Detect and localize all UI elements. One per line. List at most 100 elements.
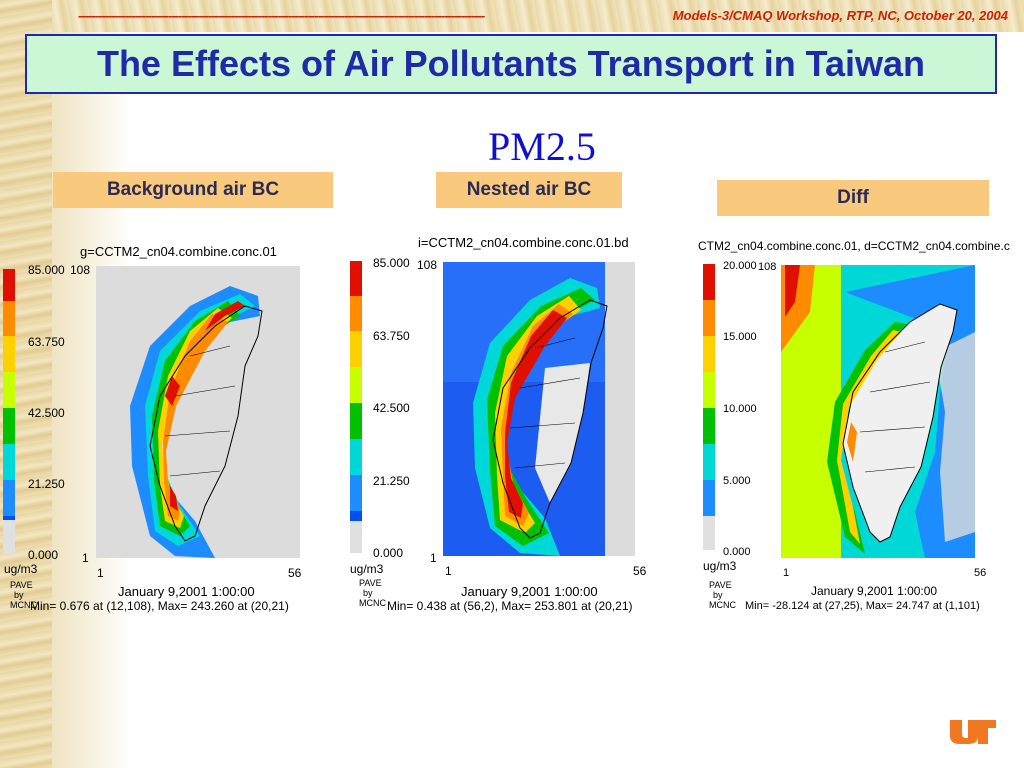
scale-tick: 63.750 bbox=[373, 329, 410, 343]
date-label: January 9,2001 1:00:00 bbox=[461, 584, 598, 599]
scale-cell bbox=[703, 372, 715, 408]
scale-cell bbox=[350, 261, 362, 296]
scale-cell bbox=[703, 480, 715, 516]
plume-layer bbox=[501, 304, 573, 526]
axis-top-label: 108 bbox=[758, 261, 776, 273]
color-scale bbox=[703, 264, 715, 550]
date-label: January 9,2001 1:00:00 bbox=[118, 584, 255, 599]
county-boundaries bbox=[859, 341, 931, 473]
scale-tick: 21.250 bbox=[373, 474, 410, 488]
minmax-label: Min= -28.124 at (27,25), Max= 24.747 at … bbox=[745, 600, 980, 612]
taiwan-outline bbox=[149, 305, 263, 542]
map-panel-svg: g=CCTM2_cn04.combine.conc.01 85.000 63.7… bbox=[3, 244, 302, 613]
scale-cell bbox=[3, 301, 15, 336]
pave-credit: by bbox=[713, 590, 723, 600]
pave-credit: PAVE bbox=[10, 580, 33, 590]
axis-bottom-label: 1 bbox=[82, 551, 89, 565]
taiwan-interior bbox=[535, 363, 590, 503]
pollution-plume bbox=[827, 322, 907, 554]
date-label: January 9,2001 1:00:00 bbox=[811, 584, 937, 598]
label-background-air-bc: Background air BC bbox=[53, 172, 333, 208]
pave-credit: MCNC bbox=[359, 598, 386, 608]
unit-label: ug/m3 bbox=[4, 562, 38, 576]
scale-tick: 15.000 bbox=[723, 331, 757, 343]
pave-credit: by bbox=[14, 590, 24, 600]
scale-cell bbox=[703, 264, 715, 300]
scale-tick: 20.000 bbox=[723, 260, 757, 272]
pollution-plume bbox=[130, 286, 260, 558]
scale-cell bbox=[703, 336, 715, 372]
map-background-band bbox=[935, 332, 975, 542]
scale-tick: 63.750 bbox=[28, 335, 65, 349]
scale-cell bbox=[703, 300, 715, 336]
map-panel-diff: CTM2_cn04.combine.conc.01, d=CCTM2_cn04.… bbox=[695, 232, 1024, 618]
map-background-band bbox=[605, 262, 635, 556]
file-label: CTM2_cn04.combine.conc.01, d=CCTM2_cn04.… bbox=[698, 239, 1010, 253]
minmax-label: Min= 0.438 at (56,2), Max= 253.801 at (2… bbox=[387, 599, 632, 613]
scale-tick: 42.500 bbox=[373, 401, 410, 415]
axis-left-label: 1 bbox=[783, 567, 789, 579]
scale-cell bbox=[3, 408, 15, 444]
label-nested-air-bc: Nested air BC bbox=[436, 172, 622, 208]
scale-cell bbox=[703, 408, 715, 444]
scale-tick: 10.000 bbox=[723, 403, 757, 415]
pave-credit: MCNC bbox=[10, 600, 37, 610]
scale-cell bbox=[703, 516, 715, 550]
axis-top-label: 108 bbox=[417, 258, 437, 272]
scale-cell bbox=[3, 520, 15, 554]
scale-cell bbox=[3, 269, 15, 301]
pave-credit: MCNC bbox=[709, 600, 736, 610]
workshop-header: ----------------------------------------… bbox=[78, 8, 1008, 22]
university-logo bbox=[950, 720, 996, 744]
file-label: i=CCTM2_cn04.combine.conc.01.bd bbox=[418, 235, 629, 250]
taiwan-outline bbox=[492, 299, 608, 539]
plume-layer bbox=[495, 296, 581, 533]
scale-cell bbox=[3, 480, 15, 516]
axis-left-label: 1 bbox=[445, 564, 452, 578]
title-box: The Effects of Air Pollutants Transport … bbox=[25, 34, 997, 94]
scale-cell bbox=[350, 403, 362, 439]
scale-cell bbox=[350, 367, 362, 403]
taiwan-fill bbox=[843, 304, 957, 542]
scale-cell bbox=[350, 296, 362, 331]
scale-cell bbox=[350, 521, 362, 553]
pave-credit: PAVE bbox=[709, 580, 732, 590]
scale-cell bbox=[350, 511, 362, 521]
decorative-topbar bbox=[52, 0, 1024, 32]
taiwan-outline bbox=[842, 303, 958, 543]
scale-tick: 42.500 bbox=[28, 406, 65, 420]
plume-layer bbox=[152, 301, 240, 536]
map-panel-svg: i=CCTM2_cn04.combine.conc.01.bd 85.000 6… bbox=[350, 235, 647, 613]
scale-tick: 85.000 bbox=[28, 263, 65, 277]
map-panel-nested: i=CCTM2_cn04.combine.conc.01.bd 85.000 6… bbox=[345, 228, 700, 618]
axis-bottom-label: 1 bbox=[430, 551, 437, 565]
unit-label: ug/m3 bbox=[350, 562, 384, 576]
county-boundaries bbox=[509, 337, 581, 469]
scale-cell bbox=[3, 444, 15, 480]
scale-cell bbox=[350, 475, 362, 511]
color-scale bbox=[3, 269, 15, 554]
color-scale bbox=[350, 261, 362, 553]
file-label: g=CCTM2_cn04.combine.conc.01 bbox=[80, 244, 277, 259]
scale-cell bbox=[703, 444, 715, 480]
plume-layer bbox=[163, 314, 228, 521]
axis-right-label: 56 bbox=[974, 567, 986, 579]
map-panel-background: g=CCTM2_cn04.combine.conc.01 85.000 63.7… bbox=[0, 236, 355, 616]
plume-layer bbox=[158, 308, 232, 528]
logo-t-shape bbox=[972, 720, 996, 744]
scale-cell bbox=[3, 336, 15, 372]
scale-tick: 0.000 bbox=[28, 548, 58, 562]
header-dash-rule: ----------------------------------------… bbox=[78, 8, 485, 22]
axis-right-label: 56 bbox=[633, 564, 647, 578]
scale-cell bbox=[350, 331, 362, 367]
axis-right-label: 56 bbox=[288, 566, 302, 580]
scale-tick: 5.000 bbox=[723, 475, 751, 487]
scale-tick: 21.250 bbox=[28, 477, 65, 491]
logo-u-shape bbox=[950, 720, 978, 744]
pave-credit: by bbox=[363, 588, 373, 598]
scale-tick: 85.000 bbox=[373, 256, 410, 270]
plume-layer bbox=[837, 330, 901, 544]
map-background-band bbox=[785, 265, 800, 317]
workshop-text: Models-3/CMAQ Workshop, RTP, NC, October… bbox=[672, 8, 1008, 22]
axis-left-label: 1 bbox=[97, 566, 104, 580]
